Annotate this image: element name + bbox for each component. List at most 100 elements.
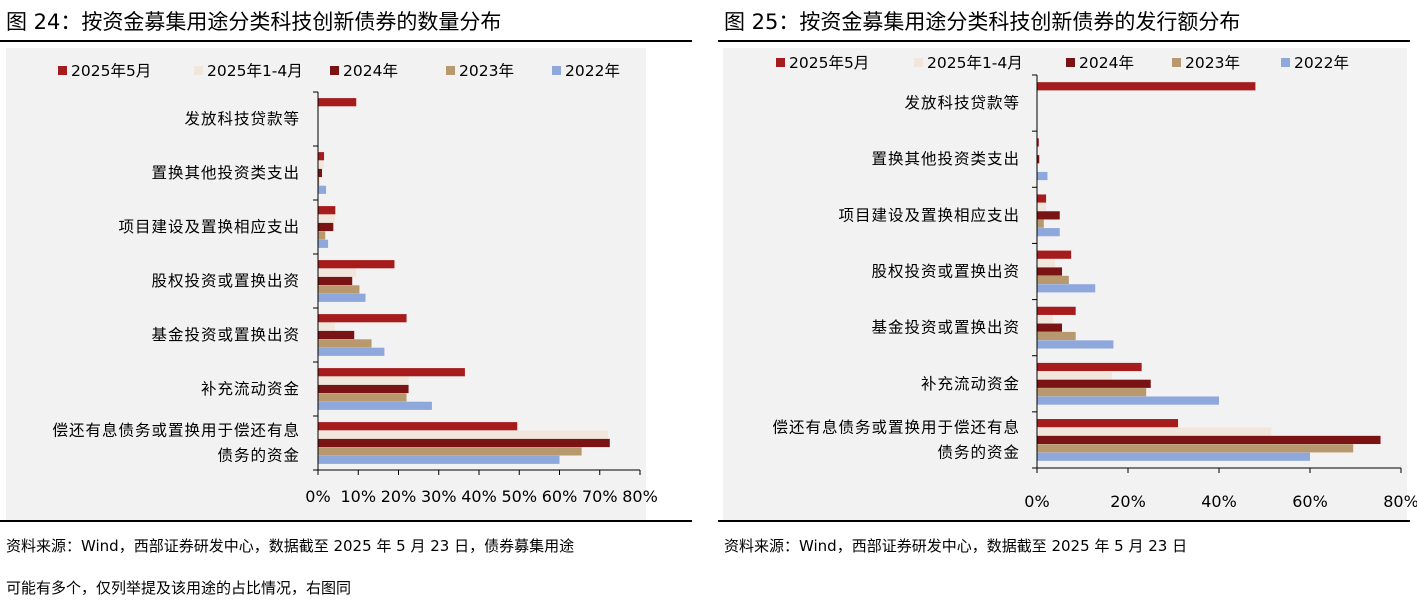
bar [318,239,329,248]
legend-swatch [776,58,785,67]
bar [1037,228,1060,237]
bar [1037,267,1063,276]
bar [318,168,323,178]
category-label: 债务的资金 [937,443,1020,461]
bar [318,455,560,464]
bar [318,214,335,223]
category-label: 发放科技贷款等 [904,94,1020,112]
bar [318,222,334,232]
tick-label: 20% [381,487,417,506]
bar [1037,250,1072,259]
bar [318,339,372,348]
legend-label: 2025年5月 [71,62,151,80]
legend-swatch [914,58,923,67]
source-rule [0,520,692,522]
bar [318,177,320,186]
category-label: 股权投资或置换出资 [151,272,300,290]
tick-label: 60% [542,487,578,506]
figure-24-panel: 图 24：按资金募集用途分类科技创新债券的数量分布 2025年5月 2025年1-… [0,0,700,600]
source-rule [718,520,1410,522]
bar-chart-amount: 2025年5月 2025年1-4月 2024年 2023年 2022年发放科技贷款等置换… [772,54,1417,511]
bar [1037,419,1179,428]
bar [1037,146,1039,155]
bar [1037,435,1381,445]
bar [318,384,409,394]
category-label: 偿还有息债务或置换用于偿还有息 [772,418,1020,436]
legend-swatch [1066,58,1075,67]
category-label: 补充流动资金 [201,380,300,398]
bar [318,376,409,385]
source-line-1: 资料来源：Wind，西部证券研发中心，数据截至 2025 年 5 月 23 日，… [6,537,575,555]
bar [1037,371,1113,380]
bar [1037,194,1047,203]
source-line-1: 资料来源：Wind，西部证券研发中心，数据截至 2025 年 5 月 23 日 [724,537,1188,555]
bar [318,447,582,456]
tick-label: 50% [501,487,537,506]
tick-label: 80% [1383,492,1417,511]
legend-label: 2023年 [459,62,514,80]
bar [1037,211,1060,220]
tick-label: 0% [305,487,330,506]
bar [1037,340,1114,349]
bar [1037,219,1044,228]
bar [1037,171,1048,181]
bar [318,260,395,269]
legend-swatch [1172,58,1181,67]
legend-label: 2025年1-4月 [927,54,1023,72]
tick-label: 40% [461,487,497,506]
tick-label: 10% [340,487,376,506]
figure-25-panel: 图 25：按资金募集用途分类科技创新债券的发行额分布 2025年5月 2025年1… [718,0,1417,600]
bar [318,347,385,356]
bar-chart-count: 2025年5月 2025年1-4月 2024年 2023年 2022年发放科技贷款等置换… [52,62,657,506]
bar [318,330,355,340]
bar [1037,379,1151,388]
bar [318,231,326,240]
bar [318,368,465,377]
bar [1037,331,1076,341]
category-label: 项目建设及置换相应支出 [118,217,300,236]
legend-label: 2024年 [1079,54,1134,72]
title-rule [718,40,1410,42]
bar [318,276,353,286]
legend-label: 2023年 [1185,54,1240,72]
title-rule [0,40,692,42]
bar [1037,82,1256,91]
bar [1037,306,1076,315]
bar [1037,362,1142,372]
category-label: 项目建设及置换相应支出 [838,205,1020,224]
tick-label: 40% [1201,492,1237,511]
legend-swatch [1281,58,1290,67]
bar [318,268,357,277]
legend-swatch [552,66,561,75]
tick-label: 0% [1024,492,1049,511]
legend-label: 2022年 [1294,54,1349,72]
legend-label: 2025年1-4月 [207,62,303,80]
figure-title: 图 24：按资金募集用途分类科技创新债券的数量分布 [6,10,502,34]
bar [318,401,432,410]
bar [1037,452,1310,461]
bar [318,152,325,161]
legend-label: 2022年 [565,62,620,80]
bar [318,293,366,302]
bar [1037,323,1063,332]
bar [1037,275,1069,284]
bar [1037,284,1096,293]
figure-title: 图 25：按资金募集用途分类科技创新债券的发行额分布 [724,10,1241,34]
bar [1037,155,1040,164]
category-label: 基金投资或置换出资 [871,319,1020,337]
bar [318,206,336,215]
bar [318,322,335,331]
legend-swatch [194,66,203,75]
bar [1037,138,1039,147]
category-label: 基金投资或置换出资 [151,326,300,344]
bar [1037,388,1147,397]
bar [1037,427,1272,436]
bar [1037,259,1056,268]
bar [318,160,324,169]
bar [318,314,407,323]
bar [1037,444,1354,453]
bar [318,98,357,107]
category-label: 置换其他投资类支出 [871,150,1020,168]
legend-swatch [446,66,455,75]
bar [318,185,327,194]
